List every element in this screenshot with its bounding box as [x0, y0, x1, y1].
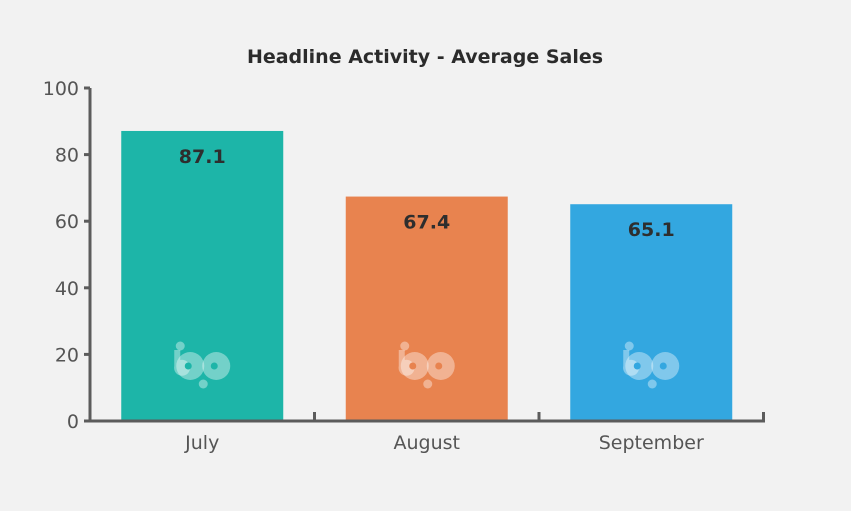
logo-eye-right: [210, 362, 218, 370]
data-label-july: 87.1: [179, 146, 226, 168]
logo-dot-top: [624, 341, 634, 351]
logo-eye-right: [435, 362, 443, 370]
labels-layer: 87.1 July 67.4 August 65.1 September 0 20 40 60 80…: [43, 78, 704, 454]
x-tick-label-july: July: [184, 432, 219, 454]
x-tick-label-august: August: [394, 432, 461, 454]
logo-eye-left: [633, 362, 641, 370]
y-tick-label-80: 80: [55, 145, 79, 167]
bp-logo-icon: [623, 341, 680, 389]
bp-logo-icon: [398, 341, 455, 389]
logo-b-shape: [398, 350, 415, 376]
bars-layer: [121, 130, 733, 421]
bar-september: [570, 204, 733, 421]
logo-dot-bottom: [647, 379, 657, 389]
logo-eye-right: [659, 362, 667, 370]
logo-dot-top: [175, 341, 185, 351]
data-label-september: 65.1: [628, 219, 675, 241]
x-tick-label-september: September: [599, 432, 704, 454]
y-tick-label-100: 100: [43, 78, 79, 100]
chart-title: Headline Activity - Average Sales: [247, 46, 603, 68]
y-tick-label-20: 20: [55, 344, 79, 366]
axes-layer: [84, 86, 765, 423]
logo-dot-bottom: [198, 379, 208, 389]
logo-b-shape: [623, 350, 640, 376]
bar-august: [345, 196, 508, 421]
bp-logo-icon: [174, 341, 231, 389]
logo-b-shape: [174, 350, 191, 376]
y-tick-label-60: 60: [55, 211, 79, 233]
logo-eye-left: [409, 362, 417, 370]
data-label-august: 67.4: [403, 212, 450, 234]
y-tick-label-40: 40: [55, 278, 79, 300]
logo-dot-bottom: [423, 379, 433, 389]
logo-dot-top: [400, 341, 410, 351]
bar-july: [121, 130, 284, 421]
y-tick-label-0: 0: [67, 411, 79, 433]
logo-eye-left: [184, 362, 192, 370]
